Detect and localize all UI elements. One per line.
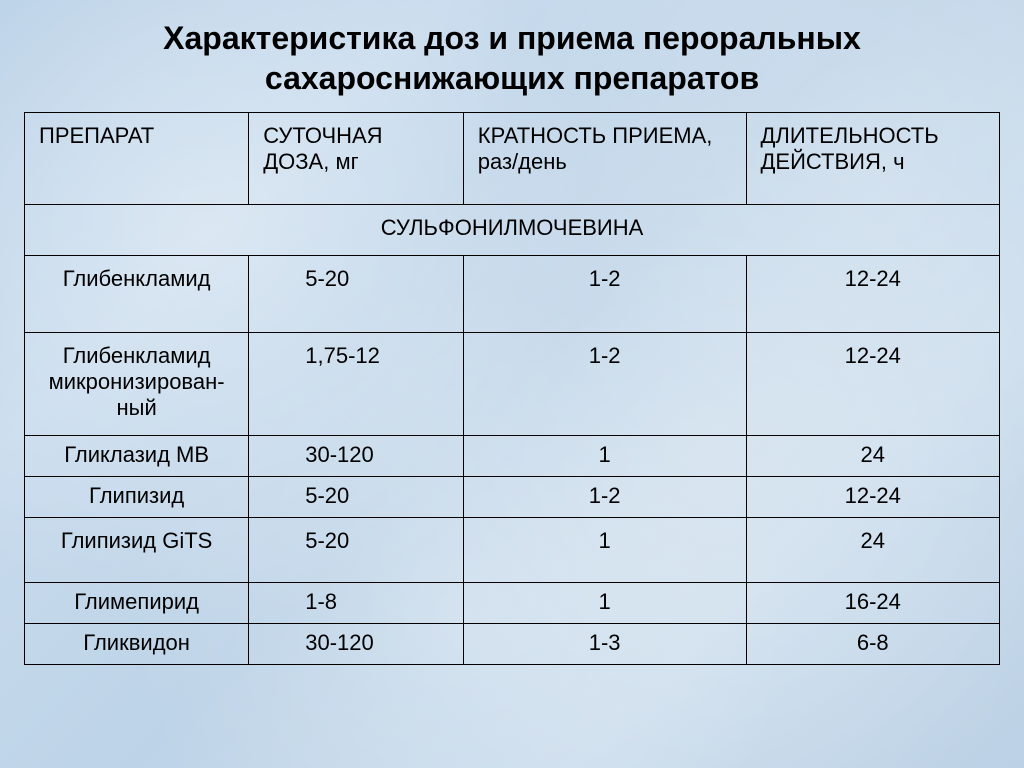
page-title: Характеристика доз и приема пероральных … — [24, 18, 1000, 98]
col-freq: КРАТНОСТЬ ПРИЕМА, раз/день — [463, 113, 746, 205]
table-header-row: ПРЕПАРАТ СУТОЧНАЯ ДОЗА, мг КРАТНОСТЬ ПРИ… — [25, 113, 1000, 205]
cell-dose: 1-8 — [249, 583, 464, 624]
table-row: Глибенкламид микронизирован-ный 1,75-12 … — [25, 333, 1000, 436]
cell-dur: 24 — [746, 436, 1000, 477]
cell-drug: Глибенкламид — [25, 256, 249, 333]
section-label: СУЛЬФОНИЛМОЧЕВИНА — [25, 205, 1000, 256]
cell-dur: 12-24 — [746, 333, 1000, 436]
cell-dur: 12-24 — [746, 256, 1000, 333]
table-row: Глимепирид 1-8 1 16-24 — [25, 583, 1000, 624]
cell-freq: 1-2 — [463, 256, 746, 333]
cell-dur: 12-24 — [746, 477, 1000, 518]
col-duration: ДЛИТЕЛЬНОСТЬ ДЕЙСТВИЯ, ч — [746, 113, 1000, 205]
col-dose: СУТОЧНАЯ ДОЗА, мг — [249, 113, 464, 205]
table-row: Глипизид GiTS 5-20 1 24 — [25, 518, 1000, 583]
cell-dose: 5-20 — [249, 256, 464, 333]
cell-dose: 30-120 — [249, 624, 464, 665]
table-row: Глипизид 5-20 1-2 12-24 — [25, 477, 1000, 518]
cell-freq: 1-3 — [463, 624, 746, 665]
cell-dose: 30-120 — [249, 436, 464, 477]
cell-dur: 24 — [746, 518, 1000, 583]
cell-dur: 16-24 — [746, 583, 1000, 624]
cell-dur: 6-8 — [746, 624, 1000, 665]
cell-freq: 1 — [463, 583, 746, 624]
cell-freq: 1-2 — [463, 477, 746, 518]
section-row: СУЛЬФОНИЛМОЧЕВИНА — [25, 205, 1000, 256]
cell-drug: Гликвидон — [25, 624, 249, 665]
cell-drug: Гликлазид МВ — [25, 436, 249, 477]
table-row: Глибенкламид 5-20 1-2 12-24 — [25, 256, 1000, 333]
cell-freq: 1-2 — [463, 333, 746, 436]
dosage-table: ПРЕПАРАТ СУТОЧНАЯ ДОЗА, мг КРАТНОСТЬ ПРИ… — [24, 112, 1000, 665]
cell-drug: Глипизид — [25, 477, 249, 518]
table-row: Гликлазид МВ 30-120 1 24 — [25, 436, 1000, 477]
cell-dose: 5-20 — [249, 518, 464, 583]
cell-dose: 1,75-12 — [249, 333, 464, 436]
col-drug: ПРЕПАРАТ — [25, 113, 249, 205]
table-row: Гликвидон 30-120 1-3 6-8 — [25, 624, 1000, 665]
title-line-2: сахароснижающих препаратов — [265, 60, 759, 96]
cell-freq: 1 — [463, 436, 746, 477]
title-line-1: Характеристика доз и приема пероральных — [163, 20, 861, 56]
cell-drug: Глипизид GiTS — [25, 518, 249, 583]
cell-drug: Глибенкламид микронизирован-ный — [25, 333, 249, 436]
cell-freq: 1 — [463, 518, 746, 583]
cell-drug: Глимепирид — [25, 583, 249, 624]
cell-dose: 5-20 — [249, 477, 464, 518]
